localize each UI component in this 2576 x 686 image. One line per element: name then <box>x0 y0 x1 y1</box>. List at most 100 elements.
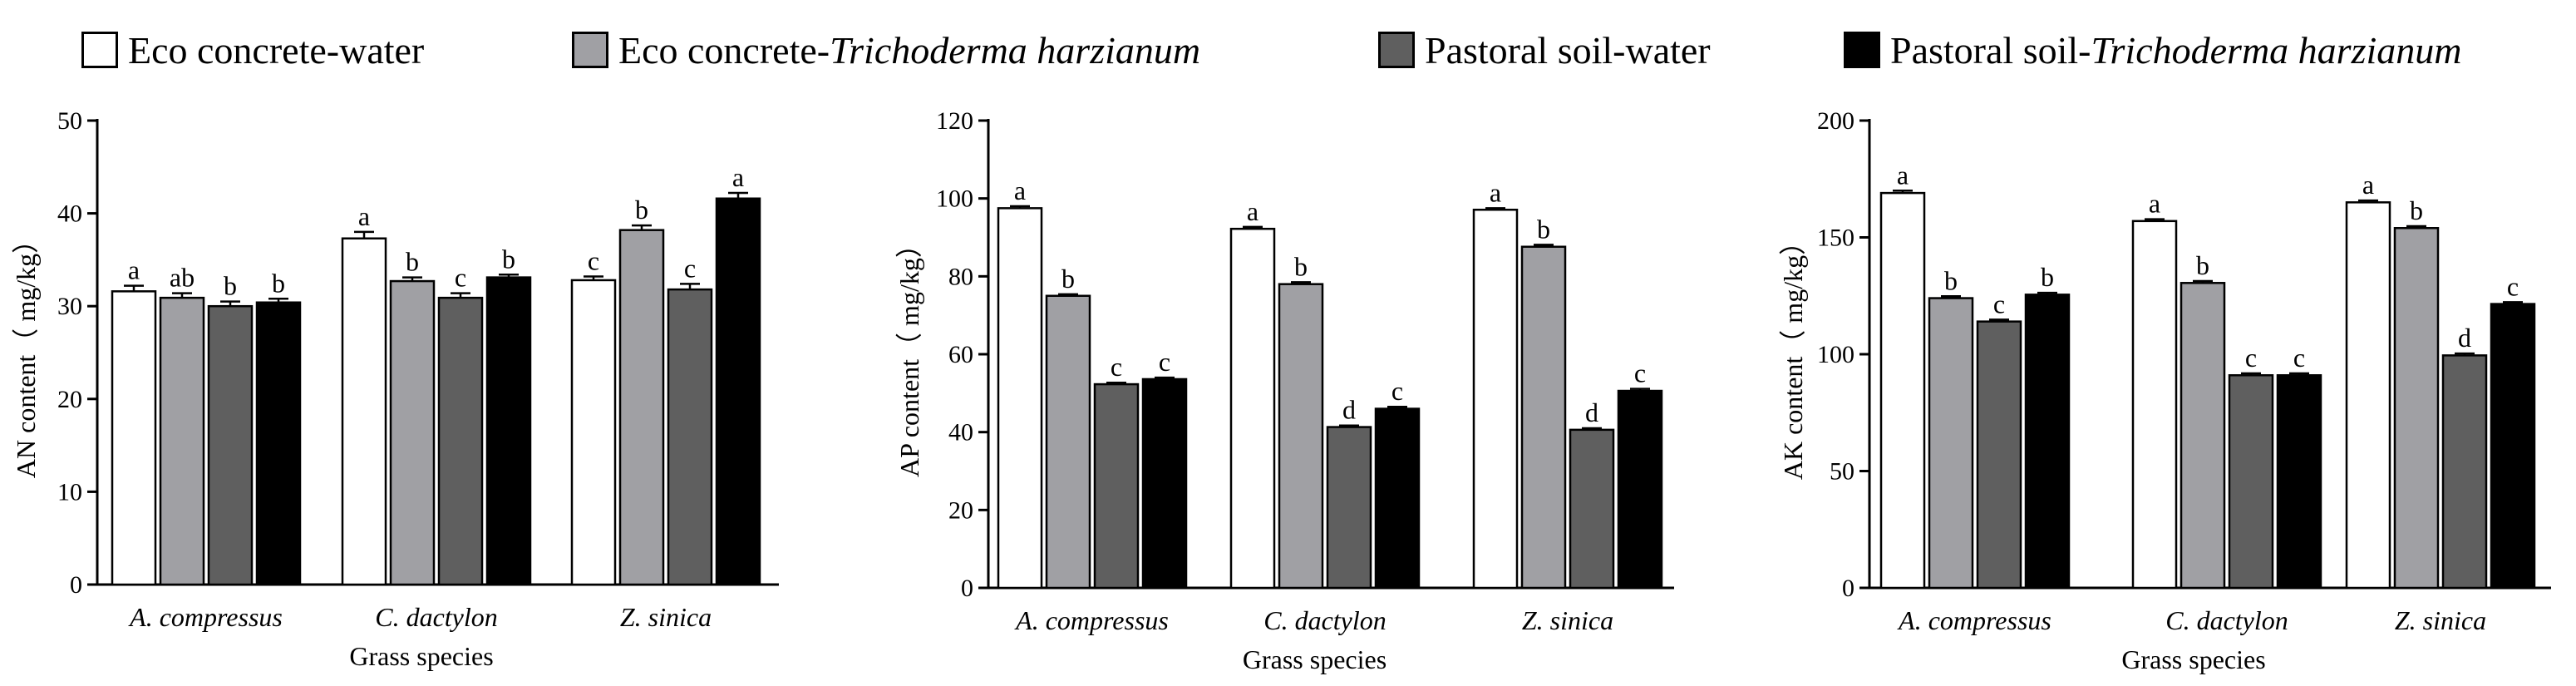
y-tick-label: 50 <box>57 107 82 135</box>
bar <box>997 207 1043 590</box>
bar <box>1093 382 1140 590</box>
legend-item-pastoral-soil-trichoderma: Pastoral soil-Trichoderma harzianum <box>1844 25 2461 75</box>
significance-label: c <box>1634 358 1646 388</box>
y-tick-label: 200 <box>1817 107 1854 135</box>
x-axis-label: Grass species <box>349 641 493 671</box>
bar <box>2131 220 2178 590</box>
significance-label: c <box>2245 343 2257 373</box>
significance-label: a <box>1247 196 1258 226</box>
significance-label: a <box>2149 189 2160 219</box>
legend-item-eco-concrete-trichoderma: Eco concrete-Trichoderma harzianum <box>572 25 1200 75</box>
x-tick-label: C. dactylon <box>375 602 498 632</box>
significance-label: b <box>635 195 648 225</box>
legend-item-pastoral-soil-water: Pastoral soil-water <box>1378 25 1711 75</box>
x-tick-label: A. compressus <box>1897 605 2051 635</box>
significance-label: a <box>1490 177 1501 207</box>
x-tick-label: C. dactylon <box>1263 605 1387 635</box>
bar <box>1045 294 1091 590</box>
y-tick-label: 0 <box>1842 575 1854 602</box>
legend-label-pastoral-soil-water: Pastoral soil-water <box>1425 28 1711 72</box>
x-axis-label: Grass species <box>2121 644 2265 674</box>
bar <box>159 296 205 586</box>
significance-label: c <box>2293 343 2305 373</box>
x-tick-label: Z. sinica <box>1522 605 1613 635</box>
bar <box>570 279 617 586</box>
bar <box>1278 283 1324 590</box>
significance-label: c <box>588 245 599 275</box>
significance-label: a <box>1014 175 1026 205</box>
bar <box>437 296 484 586</box>
significance-label: c <box>1159 347 1170 377</box>
x-tick-label: C. dactylon <box>2165 605 2288 635</box>
y-tick-label: 40 <box>948 419 973 447</box>
bar <box>2228 374 2274 590</box>
significance-label: b <box>2041 262 2054 292</box>
y-tick-label: 0 <box>961 575 973 602</box>
chart-2: 0 20 40 60 80 100 120 AP content（ mg/kg） a b c c A. … <box>894 107 1674 674</box>
x-tick-label: Z. sinica <box>620 602 712 632</box>
significance-label: b <box>224 271 237 301</box>
significance-label: a <box>2362 170 2374 200</box>
bar <box>1374 407 1421 590</box>
significance-label: c <box>2507 271 2519 301</box>
bar <box>1617 389 1663 590</box>
bar <box>111 290 157 586</box>
significance-label: b <box>2410 195 2423 225</box>
significance-label: a <box>128 255 140 285</box>
y-tick-label: 20 <box>948 496 973 524</box>
significance-label: d <box>1342 395 1356 425</box>
legend-item-eco-concrete-water: Eco concrete-water <box>81 25 424 75</box>
legend-label-eco-concrete-trichoderma: Eco concrete-Trichoderma harzianum <box>618 28 1201 72</box>
y-tick-label: 100 <box>1817 341 1854 368</box>
bar <box>618 229 665 586</box>
bar <box>389 279 436 586</box>
legend: Eco concrete-water Eco concrete-Trichode… <box>0 0 2576 100</box>
x-tick-label: A. compressus <box>1014 605 1169 635</box>
significance-label: a <box>358 201 370 231</box>
significance-label: b <box>406 247 419 277</box>
significance-label: b <box>1537 214 1550 244</box>
bar <box>667 288 713 586</box>
bar <box>2180 282 2226 590</box>
bar <box>1928 297 1974 590</box>
bar <box>1520 245 1567 590</box>
bar <box>2441 354 2488 590</box>
significance-label: b <box>2196 250 2209 280</box>
significance-label: c <box>1391 376 1403 406</box>
y-tick-label: 10 <box>57 478 82 506</box>
y-tick-label: 0 <box>70 571 82 599</box>
significance-label: c <box>1993 289 2005 318</box>
significance-label: a <box>1897 160 1909 190</box>
bar <box>2024 294 2071 590</box>
legend-label-pastoral-soil-trichoderma: Pastoral soil-Trichoderma harzianum <box>1890 28 2462 72</box>
y-tick-label: 60 <box>948 341 973 368</box>
y-tick-label: 40 <box>57 200 82 228</box>
bar <box>2276 374 2322 590</box>
bar <box>715 197 761 586</box>
bar <box>1141 378 1188 590</box>
y-tick-label: 80 <box>948 263 973 290</box>
x-tick-label: A. compressus <box>128 602 283 632</box>
significance-label: d <box>1585 397 1598 427</box>
significance-label: a <box>732 162 744 192</box>
legend-swatch-pastoral-soil-water <box>1378 32 1415 68</box>
legend-swatch-eco-concrete-water <box>81 32 118 68</box>
y-tick-label: 20 <box>57 386 82 413</box>
significance-label: c <box>455 263 466 293</box>
significance-label: ab <box>170 263 195 293</box>
significance-label: c <box>684 253 696 283</box>
x-tick-label: Z. sinica <box>2395 605 2486 635</box>
bar <box>1326 426 1372 590</box>
y-tick-label: 30 <box>57 293 82 320</box>
significance-label: b <box>1294 251 1308 281</box>
bar <box>485 276 532 586</box>
bar <box>1976 320 2022 590</box>
significance-label: b <box>1061 264 1075 294</box>
bar <box>255 301 302 586</box>
y-axis-label: AN content（ mg/kg） <box>11 227 41 478</box>
bar <box>1472 208 1519 590</box>
y-tick-label: 120 <box>936 107 973 135</box>
bar <box>207 304 254 586</box>
